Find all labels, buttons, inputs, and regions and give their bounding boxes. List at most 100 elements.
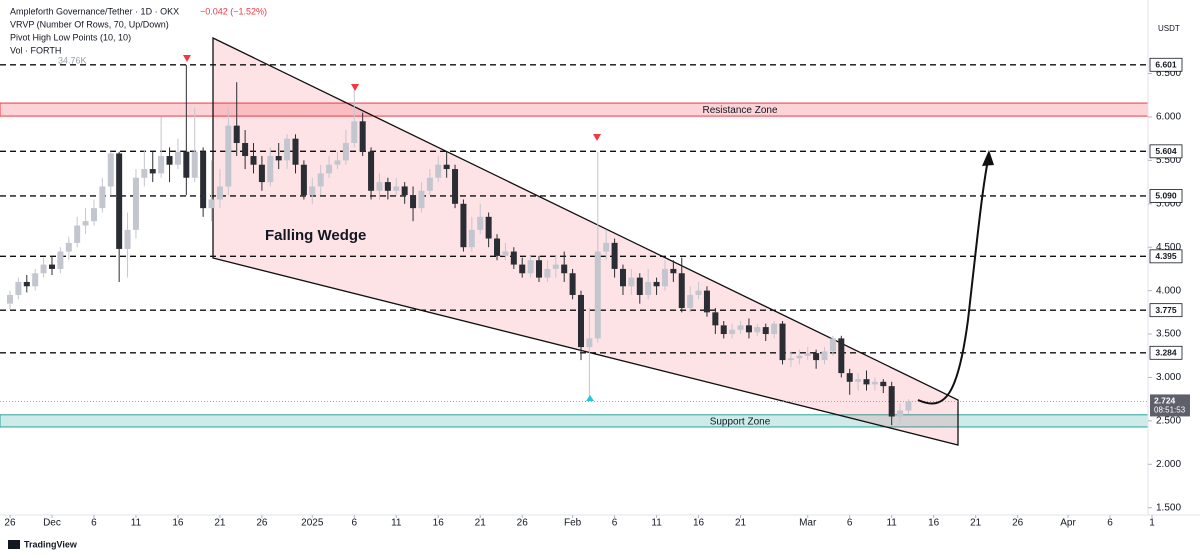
- candle-body: [645, 281, 652, 295]
- candle-body: [619, 268, 626, 287]
- candle-body: [317, 173, 324, 187]
- x-tick-label: 26: [4, 518, 16, 529]
- candle-body: [258, 164, 265, 183]
- candle-body: [65, 242, 72, 252]
- x-tick-label: 6: [1107, 518, 1113, 529]
- last-price-label: 2.724: [1154, 396, 1176, 406]
- candle-body: [418, 190, 425, 209]
- candle-body: [653, 281, 660, 287]
- candle-body: [183, 151, 190, 178]
- candle-body: [116, 153, 123, 249]
- zones: Resistance Zone Support Zone: [0, 102, 1149, 428]
- candle-body: [191, 151, 198, 178]
- x-tick-label: 26: [1012, 518, 1024, 529]
- candle-body: [762, 327, 769, 335]
- candle-body: [149, 169, 156, 174]
- candle-body: [485, 216, 492, 239]
- x-tick-label: Feb: [564, 518, 582, 529]
- candle-body: [309, 186, 316, 196]
- header-change: −0.042 (−1.52%): [200, 6, 267, 16]
- candle-body: [678, 273, 685, 308]
- candle-body: [166, 156, 173, 165]
- candle-body: [208, 199, 215, 209]
- candle-body: [796, 355, 803, 359]
- candle-body: [527, 260, 534, 274]
- x-tick-label: 16: [693, 518, 705, 529]
- level-tag: [1149, 303, 1183, 318]
- x-tick-label: 11: [651, 518, 662, 529]
- candle-body: [636, 277, 643, 295]
- candle-body: [536, 260, 543, 278]
- candle-body: [384, 182, 391, 191]
- header-indicator: VRVP (Number Of Rows, 70, Up/Down): [10, 19, 169, 29]
- candle-body: [132, 177, 139, 230]
- y-tick-label: 5.500: [1156, 155, 1181, 166]
- candle-body: [745, 325, 752, 333]
- currency: USDT: [1158, 24, 1180, 33]
- candle-body: [250, 156, 257, 165]
- candle-body: [107, 153, 114, 187]
- last-price-tag: [1150, 394, 1190, 417]
- levels: [0, 64, 1148, 402]
- candle-body: [712, 312, 719, 326]
- x-tick-label: Apr: [1060, 518, 1076, 529]
- pivot-high-marker: [593, 134, 601, 141]
- y-tick-label: 1.500: [1156, 502, 1181, 513]
- candle-body: [871, 381, 878, 385]
- candles: [6, 64, 912, 426]
- candle-body: [880, 381, 887, 387]
- level-tag: [1149, 189, 1183, 203]
- y-tick-label: 4.500: [1156, 242, 1181, 253]
- candle-body: [32, 273, 39, 287]
- candle-body: [628, 277, 635, 287]
- candle-body: [687, 294, 694, 308]
- x-tick-label: 21: [735, 518, 747, 529]
- candle-body: [821, 351, 828, 361]
- candle-body: [754, 327, 761, 333]
- candle-body: [410, 195, 417, 209]
- candle-body: [468, 229, 475, 248]
- candle-body: [443, 164, 450, 170]
- candle-body: [326, 164, 333, 174]
- price-tags: 6.601 5.604 5.090 4.395 3.775 3.284 2.72408:51…: [1149, 57, 1190, 417]
- candle-body: [376, 182, 383, 191]
- candle-body: [334, 160, 341, 165]
- brand-logo: [8, 540, 20, 549]
- candle-body: [846, 373, 853, 382]
- candle-body: [661, 268, 668, 287]
- header-title: Ampleforth Governance/Tether · 1D · OKX: [10, 6, 179, 16]
- candle-body: [242, 143, 249, 157]
- y-tick-label: 4.000: [1156, 285, 1181, 296]
- y-axis: 1.500 2.000 2.500 3.000 3.500 4.000 4.500 5.000…: [1148, 68, 1181, 513]
- x-tick-label: 6: [351, 518, 357, 529]
- candle-body: [544, 268, 551, 278]
- x-tick-label: 16: [433, 518, 445, 529]
- candle-body: [6, 294, 13, 304]
- level-tag-label: 3.284: [1155, 348, 1177, 358]
- candle-body: [603, 242, 610, 252]
- candle-body: [426, 177, 433, 191]
- x-tick-label: 21: [475, 518, 487, 529]
- candle-body: [586, 338, 593, 348]
- zone: [0, 102, 1149, 117]
- level-tag: [1149, 57, 1183, 72]
- candle-body: [99, 186, 106, 209]
- y-tick-label: 6.000: [1156, 112, 1181, 123]
- y-tick-label: 3.000: [1156, 372, 1181, 383]
- x-tick-label: 11: [391, 518, 402, 529]
- candle-body: [863, 379, 870, 385]
- candle-body: [401, 186, 408, 196]
- x-tick-label: 26: [517, 518, 529, 529]
- falling-wedge: [212, 36, 959, 446]
- x-tick-label: 6: [612, 518, 618, 529]
- candle-body: [452, 169, 459, 204]
- candle-body: [141, 169, 148, 178]
- pivot-high-marker: [351, 84, 359, 91]
- x-tick-label: Mar: [799, 518, 817, 529]
- candle-body: [552, 264, 559, 269]
- volume-value: 34.76K: [58, 55, 87, 65]
- candle-body: [838, 338, 845, 374]
- x-tick-label: 11: [886, 518, 897, 529]
- level-tag-label: 5.090: [1155, 191, 1177, 201]
